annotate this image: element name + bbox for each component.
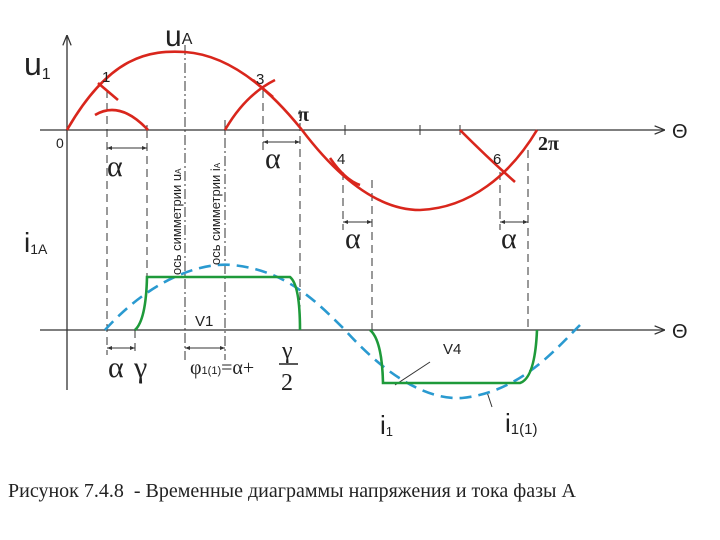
y-label-sub: 1A — [30, 241, 48, 257]
current-main: i — [380, 410, 386, 440]
valve-label: V4 — [443, 341, 461, 358]
point-label: 3 — [256, 71, 264, 88]
alpha-label: α — [345, 222, 361, 255]
y-label-main: i — [24, 227, 30, 258]
current-sub: 1(1) — [511, 421, 538, 438]
pi-label: π — [298, 104, 309, 126]
point-label: 4 — [337, 151, 345, 168]
phi-sub: 1(1) — [202, 365, 222, 377]
symmetry-sub: A — [213, 162, 222, 168]
point-label: 6 — [493, 151, 501, 168]
curve-label-main: u — [165, 20, 182, 53]
curve-label-sub: A — [182, 31, 193, 48]
valve-label: V1 — [195, 313, 213, 330]
axes — [40, 35, 665, 390]
symmetry-text: ось симметрии u — [169, 174, 184, 275]
phase-formula: φ1(1)=α+ — [190, 357, 254, 379]
phi: φ — [190, 357, 202, 379]
y-label: i1A — [24, 227, 48, 258]
alpha-label: α — [107, 150, 123, 183]
y-label-sub: 1 — [42, 66, 51, 83]
y-label: u1 — [24, 46, 51, 83]
gamma-label: γ — [133, 351, 147, 384]
alpha-label: α — [265, 142, 281, 175]
point-label: 1 — [102, 69, 110, 86]
two-pi-label: 2π — [538, 133, 559, 155]
formula-numerator: γ — [281, 338, 293, 364]
symmetry-label: ось симметрии uA — [169, 168, 184, 275]
y-label-main: u — [24, 46, 42, 82]
symmetry-sub: A — [174, 168, 183, 174]
current-main: i — [505, 408, 511, 438]
origin: 0 — [56, 135, 64, 151]
caption: Рисунок 7.4.8 - Временные диаграммы напр… — [8, 480, 576, 502]
current-label: i1 — [380, 410, 393, 440]
x-label: Θ — [672, 321, 688, 343]
x-label: Θ — [672, 121, 688, 143]
symmetry-label: ось симметрии iA — [208, 162, 223, 265]
formula-rest: =α+ — [221, 357, 254, 379]
guide-lines — [106, 45, 529, 408]
voltage-curves — [65, 50, 539, 212]
current-sub: 1 — [386, 424, 393, 439]
formula-denominator: 2 — [281, 370, 293, 396]
current-curves — [104, 263, 581, 400]
symmetry-text: ось симметрии i — [208, 168, 223, 265]
curve-label: uA — [165, 20, 193, 53]
alpha-label: α — [108, 351, 124, 384]
current-label: i1(1) — [505, 408, 537, 438]
alpha-label: α — [501, 222, 517, 255]
